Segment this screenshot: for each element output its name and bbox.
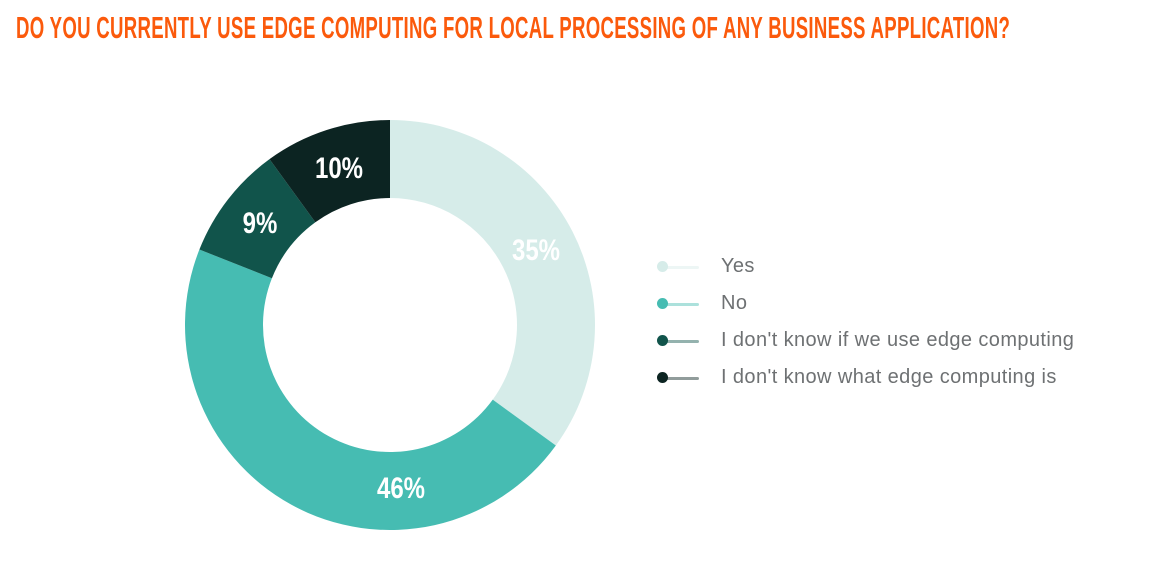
legend-item-3: I don't know what edge computing is [657, 366, 1074, 388]
legend-dot-line-icon [657, 372, 699, 384]
legend-label: Yes [721, 255, 755, 277]
legend-item-1: No [657, 292, 1074, 314]
chart-legend: Yes No I don't know if we use edge computi… [657, 255, 1075, 388]
legend-label: No [721, 292, 748, 314]
donut-slice-2 [199, 159, 316, 279]
legend-item-2: I don't know if we use edge computing [657, 329, 1075, 351]
legend-label: I don't know if we use edge computing [721, 329, 1075, 351]
legend-dot-line-icon [657, 298, 699, 310]
legend-item-0: Yes [657, 255, 1074, 277]
legend-label: I don't know what edge computing is [721, 366, 1057, 388]
donut-slice-0 [390, 120, 595, 446]
chart-title: DO YOU CURRENTLY USE EDGE COMPUTING FOR … [16, 10, 1011, 45]
legend-dot-line-icon [657, 335, 699, 347]
donut-slice-1 [184, 249, 556, 531]
legend-dot-line-icon [657, 261, 699, 273]
donut-slice-3 [269, 120, 390, 223]
